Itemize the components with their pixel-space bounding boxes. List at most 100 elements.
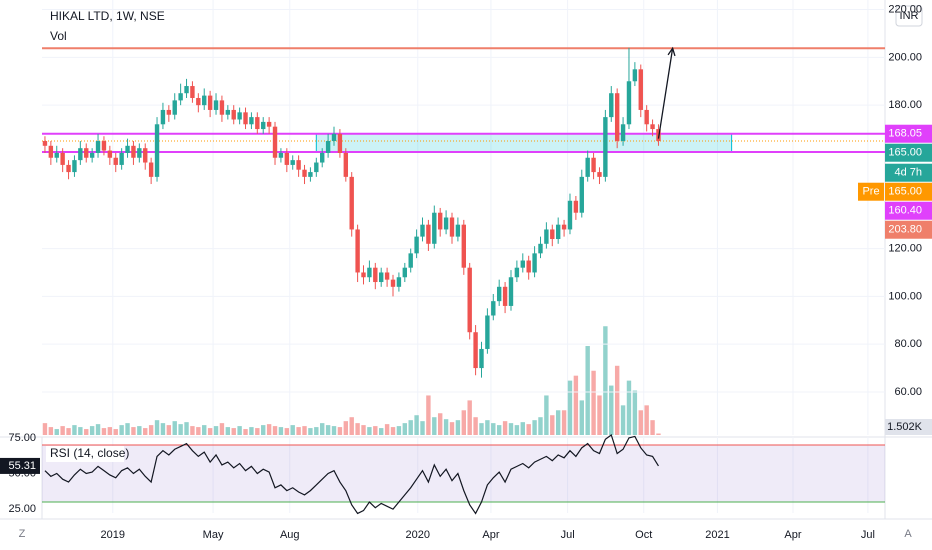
volume-bar <box>78 427 83 435</box>
volume-bar <box>349 417 354 435</box>
rsi-title-bg <box>46 446 124 462</box>
candle-body <box>461 224 466 268</box>
y-tick-label: 60.00 <box>894 386 922 398</box>
volume-bar <box>219 423 225 435</box>
candle-body <box>609 93 614 118</box>
candle-body <box>384 272 390 280</box>
volume-bar <box>213 426 219 435</box>
x-tick-label: 2019 <box>101 529 125 541</box>
candle-body <box>308 172 313 177</box>
volume-bar <box>609 385 614 435</box>
candle-body <box>107 150 113 158</box>
volume-bar <box>361 425 366 435</box>
candle-body <box>166 109 172 115</box>
auto-scale-button[interactable]: A <box>904 528 912 540</box>
volume-bar <box>261 425 266 435</box>
candle-body <box>78 148 83 161</box>
candle-body <box>361 272 366 278</box>
candle-body <box>597 172 602 177</box>
candle-body <box>48 145 54 158</box>
candle-body <box>231 109 236 120</box>
currency[interactable]: INR <box>900 10 919 22</box>
volume-bar <box>337 427 343 435</box>
volume-bar <box>408 420 413 435</box>
candle-body <box>650 124 655 130</box>
y-tick-label: 120.00 <box>888 242 922 254</box>
volume-bar <box>95 424 101 435</box>
candle-body <box>496 286 502 302</box>
volume-bar <box>502 421 508 435</box>
x-tick-label: Jul <box>561 529 575 541</box>
volume-tag <box>885 419 932 435</box>
candle-body <box>255 117 260 130</box>
candle-body <box>585 157 590 177</box>
price-tag <box>885 182 932 201</box>
volume-bar <box>420 421 425 435</box>
candle-body <box>202 95 207 106</box>
candle-body <box>178 93 183 101</box>
currency-button[interactable] <box>895 5 923 27</box>
volume-bar <box>443 419 449 435</box>
candle-body <box>514 267 520 278</box>
volume-bar <box>314 427 319 435</box>
volume-bar <box>632 390 638 435</box>
candle-body <box>426 224 431 244</box>
candle-body <box>644 109 649 125</box>
rsi-tag-label: 55.31 <box>8 460 36 472</box>
volume-bar <box>526 424 531 435</box>
volume-bar <box>320 423 325 435</box>
volume-bar <box>343 421 349 435</box>
volume-bar <box>178 424 183 435</box>
volume-bar <box>196 427 201 435</box>
candle-body <box>508 277 514 306</box>
candle-body <box>190 86 195 98</box>
candle-body <box>325 141 331 153</box>
volume-bar <box>166 425 172 435</box>
candle-body <box>284 152 290 165</box>
volume-bar <box>620 405 626 435</box>
x-tick-label: May <box>203 529 224 541</box>
volume-bar <box>325 425 331 435</box>
candle-body <box>538 243 543 254</box>
volume-bar <box>84 429 89 435</box>
price-tag <box>885 220 932 239</box>
candle-body <box>272 126 278 158</box>
candle-body <box>591 157 596 173</box>
candle-body <box>367 267 372 278</box>
volume-bar <box>331 426 337 435</box>
candle-body <box>101 141 107 151</box>
candle-body <box>207 95 213 110</box>
candle-body <box>555 224 561 240</box>
volume-bar <box>355 423 360 435</box>
volume-bar <box>656 433 661 435</box>
candle-body <box>278 152 284 158</box>
timezone-button[interactable]: Z <box>19 528 26 540</box>
x-tick-label: Oct <box>635 529 652 541</box>
volume-bar <box>626 380 632 435</box>
chart-title: HIKAL LTD, 1W, NSE <box>50 9 165 23</box>
candle-body <box>337 133 343 153</box>
candle-body <box>160 109 166 125</box>
price-tag-label: 165.00 <box>888 147 922 159</box>
y-tick-label: 200.00 <box>888 51 922 63</box>
candle-body <box>249 117 254 125</box>
candle-body <box>432 212 437 244</box>
volume-bar <box>148 425 154 435</box>
volume-bar <box>561 410 567 435</box>
candle-body <box>355 229 360 273</box>
price-tag <box>885 201 932 220</box>
candle-body <box>143 148 148 163</box>
volume-bar <box>555 410 561 435</box>
volume-bar <box>290 425 295 435</box>
candle-body <box>449 217 455 237</box>
volume-bar <box>172 421 177 435</box>
volume-bar <box>573 375 579 435</box>
volume-bar <box>54 429 59 435</box>
rsi-title: RSI (14, close) <box>50 446 129 460</box>
candle-body <box>125 145 130 153</box>
countdown-tag <box>885 163 932 182</box>
volume-bar <box>461 410 466 435</box>
volume-bar <box>243 429 248 435</box>
candle-body <box>131 145 136 158</box>
zone <box>315 133 733 153</box>
